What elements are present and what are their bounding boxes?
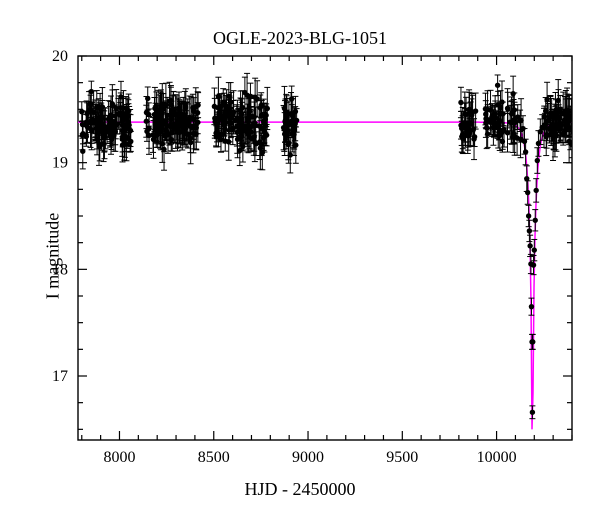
svg-text:19: 19 [52,155,68,172]
svg-text:9000: 9000 [292,449,324,466]
svg-text:20: 20 [52,48,68,65]
svg-text:10000: 10000 [477,449,517,466]
svg-text:8000: 8000 [103,449,135,466]
svg-text:8500: 8500 [198,449,230,466]
plot-svg: 8000 8500 9000 9500 10000 17 18 19 20 [0,0,600,512]
svg-text:9500: 9500 [386,449,418,466]
light-curve-chart: OGLE-2023-BLG-1051 I magnitude HJD - 245… [0,0,600,512]
svg-text:18: 18 [52,261,68,278]
svg-text:17: 17 [52,368,68,385]
